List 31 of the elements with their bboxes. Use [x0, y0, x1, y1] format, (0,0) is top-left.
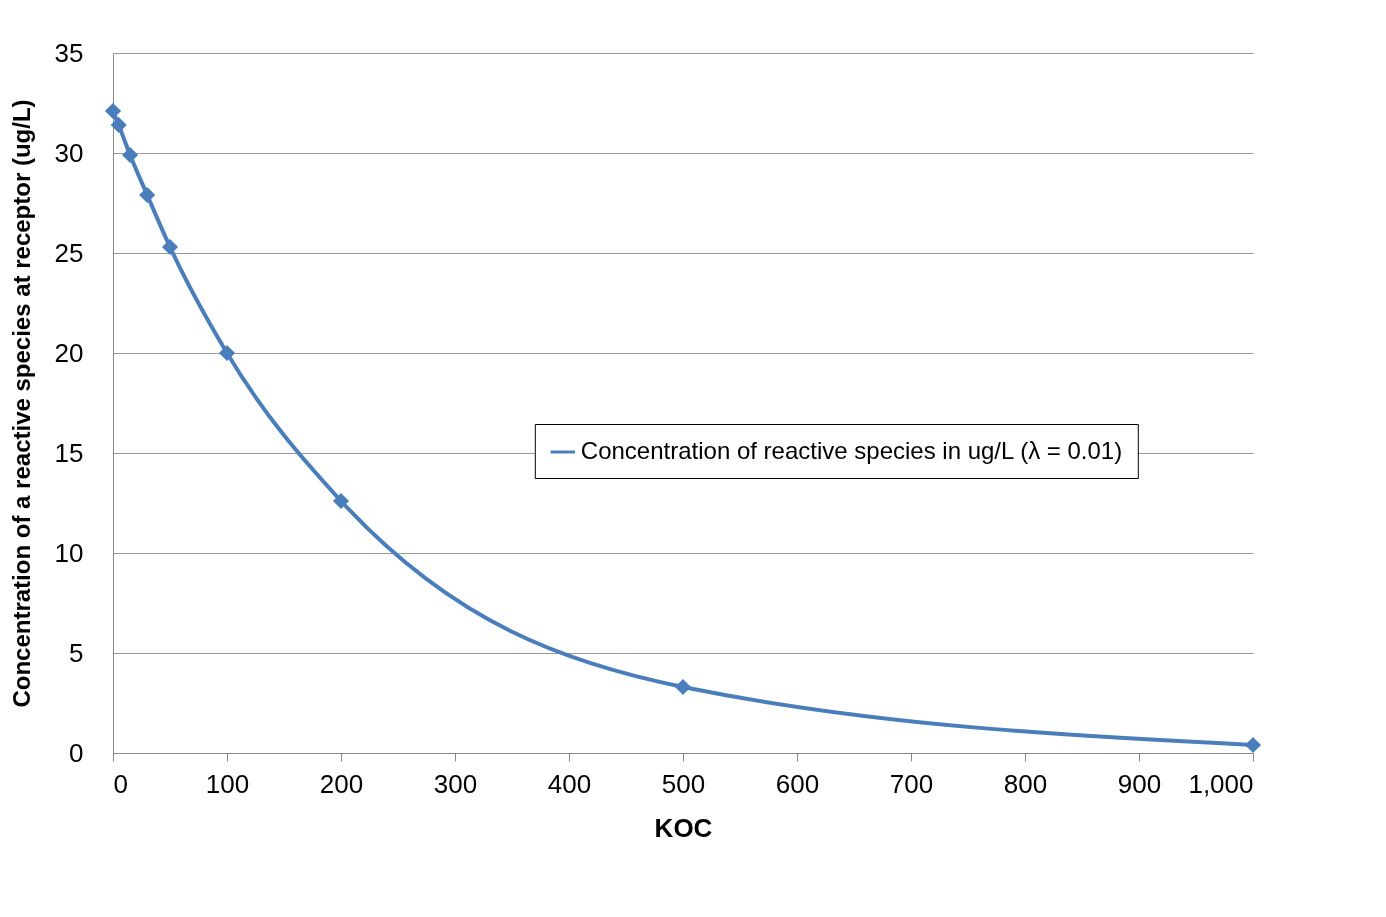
y-axis-title: Concentration of a reactive species at receptor (ug/L): [7, 99, 35, 708]
point: [104, 102, 122, 120]
y-tick-label: 0: [69, 737, 84, 768]
x-tick-label: 400: [547, 768, 592, 799]
y-tick-label: 10: [54, 537, 84, 568]
y-tick-label: 25: [54, 237, 84, 268]
x-tick-label: 500: [661, 768, 706, 799]
point: [674, 678, 692, 696]
point: [161, 238, 179, 256]
x-tick-label: 700: [889, 768, 934, 799]
x-tick-label: 100: [205, 768, 250, 799]
point: [122, 146, 139, 164]
y-tick-label: 15: [54, 437, 84, 468]
y-tick-label: 35: [54, 37, 84, 68]
point: [332, 492, 350, 510]
x-axis-title: KOC: [654, 812, 713, 843]
legend-label: Concentration of reactive species in ug/L (λ = 0.01): [580, 437, 1123, 464]
point: [218, 344, 236, 362]
y-tick-label: 30: [54, 137, 84, 168]
x-tick-label: 900: [1117, 768, 1162, 799]
x-tick-label: 800: [1003, 768, 1048, 799]
point: [1244, 736, 1262, 754]
point: [110, 116, 127, 134]
x-tick-label: 0: [113, 768, 128, 799]
x-tick-label: 300: [433, 768, 478, 799]
point: [139, 186, 156, 204]
y-tick-label: 5: [69, 637, 84, 668]
x-tick-label: 200: [319, 768, 364, 799]
y-tick-label: 20: [54, 337, 84, 368]
x-tick-label: 1,000: [1188, 768, 1254, 799]
x-tick-label: 600: [775, 768, 820, 799]
